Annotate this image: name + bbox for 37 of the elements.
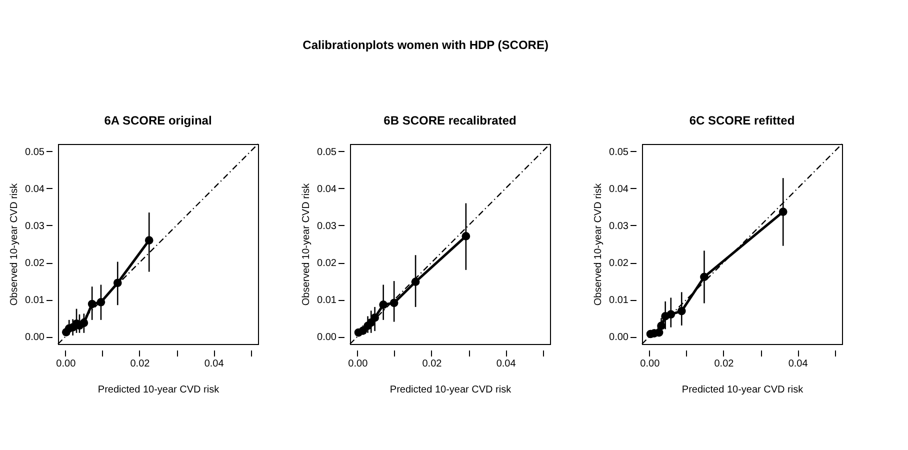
y-tick-label: 0.01 bbox=[317, 295, 337, 306]
x-tick-label: 0.04 bbox=[788, 358, 808, 370]
y-tick-label: 0.00 bbox=[25, 332, 45, 344]
x-tick-label: 0.04 bbox=[496, 358, 516, 370]
y-tick-label: 0.03 bbox=[25, 220, 45, 232]
x-tick-label: 0.02 bbox=[714, 358, 734, 370]
chart-title: 6B SCORE recalibrated bbox=[384, 113, 516, 128]
y-tick-label: 0.05 bbox=[609, 146, 629, 158]
y-tick-label: 0.04 bbox=[25, 184, 45, 195]
text: Calibrationplots women with HDP (SCORE) bbox=[302, 38, 548, 52]
x-axis-title: Predicted 10-year CVD risk bbox=[98, 384, 220, 396]
x-tick-label: 0.04 bbox=[204, 358, 224, 370]
y-axis-title: Observed 10-year CVD risk bbox=[9, 182, 20, 306]
x-axis-title: Predicted 10-year CVD risk bbox=[682, 384, 804, 396]
x-tick-label: 0.00 bbox=[348, 358, 368, 370]
y-tick-label: 0.03 bbox=[317, 220, 337, 232]
x-tick-label: 0.02 bbox=[422, 358, 442, 370]
y-tick-label: 0.05 bbox=[317, 146, 337, 158]
y-tick-label: 0.02 bbox=[25, 258, 45, 270]
y-tick-label: 0.03 bbox=[609, 220, 629, 232]
chart-title: 6C SCORE refitted bbox=[689, 113, 795, 128]
x-tick-label: 0.00 bbox=[56, 358, 76, 370]
y-tick-label: 0.04 bbox=[317, 184, 337, 195]
x-tick-label: 0.00 bbox=[640, 358, 660, 370]
y-tick-label: 0.02 bbox=[609, 258, 629, 270]
y-tick-label: 0.00 bbox=[317, 332, 337, 344]
y-tick-label: 0.00 bbox=[609, 332, 629, 344]
chart-title: 6A SCORE original bbox=[104, 113, 212, 128]
x-tick-label: 0.02 bbox=[130, 358, 150, 370]
y-axis-title: Observed 10-year CVD risk bbox=[301, 182, 312, 306]
x-axis-title: Predicted 10-year CVD risk bbox=[390, 384, 512, 396]
y-axis-title: Observed 10-year CVD risk bbox=[593, 182, 604, 306]
y-tick-label: 0.01 bbox=[609, 295, 629, 306]
y-tick-label: 0.01 bbox=[25, 295, 45, 306]
y-tick-label: 0.02 bbox=[317, 258, 337, 270]
y-tick-label: 0.04 bbox=[609, 184, 629, 195]
y-tick-label: 0.05 bbox=[25, 146, 45, 158]
